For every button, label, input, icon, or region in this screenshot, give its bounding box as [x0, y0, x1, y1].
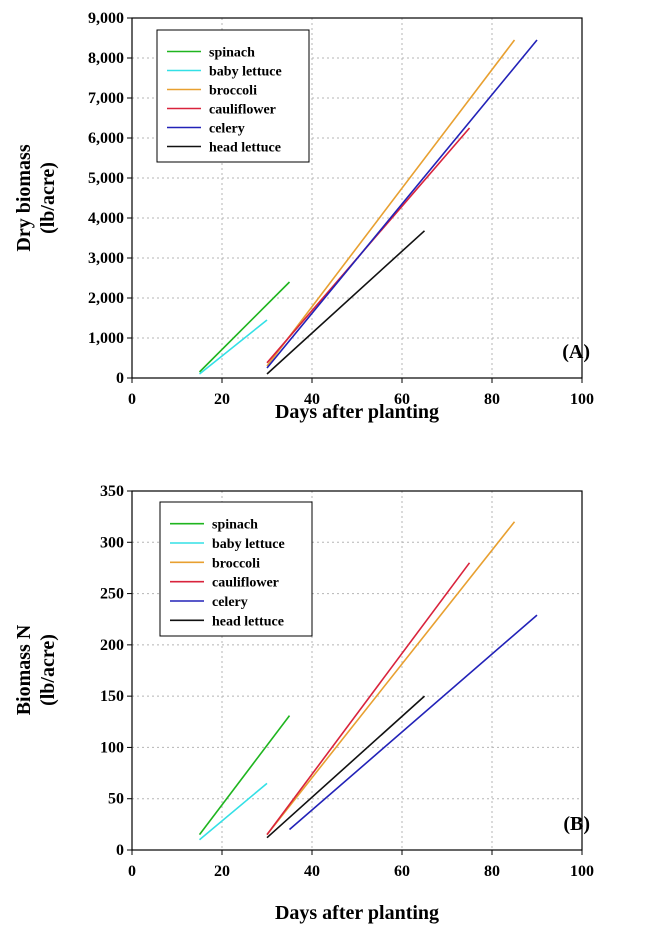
- x-tick-label: 20: [214, 391, 230, 408]
- x-tick-label: 60: [394, 391, 410, 408]
- panel-label: (B): [563, 813, 590, 835]
- panel-label: (A): [562, 341, 590, 363]
- y-tick-label: 9,000: [88, 10, 124, 27]
- y-tick-label: 8,000: [88, 50, 124, 67]
- x-axis-title: Days after planting: [275, 902, 439, 924]
- y-tick-label: 250: [100, 586, 124, 603]
- y-axis-title-line: (lb/acre): [37, 162, 59, 234]
- x-tick-label: 0: [128, 391, 136, 408]
- y-tick-label: 6,000: [88, 130, 124, 147]
- x-tick-label: 40: [304, 863, 320, 880]
- x-tick-label: 0: [128, 863, 136, 880]
- y-tick-label: 4,000: [88, 210, 124, 227]
- y-tick-label: 150: [100, 688, 124, 705]
- plot-frame: [131, 17, 583, 379]
- legend-box: [156, 29, 310, 163]
- x-tick-label: 60: [394, 863, 410, 880]
- legend-label: broccoli: [212, 556, 260, 571]
- y-tick-label: 350: [100, 483, 124, 500]
- series-line-broccoli: [266, 39, 516, 367]
- y-axis-title-line: (lb/acre): [37, 634, 59, 706]
- legend-label: cauliflower: [209, 103, 276, 118]
- series-line-broccoli: [266, 521, 516, 836]
- x-tick-label: 20: [214, 863, 230, 880]
- y-tick-label: 0: [116, 370, 124, 387]
- plot-frame: [131, 490, 583, 851]
- series-line-spinach: [198, 715, 291, 836]
- legend-label: head lettuce: [212, 614, 284, 629]
- series-line-head-lettuce: [266, 230, 426, 375]
- y-tick-label: 0: [116, 842, 124, 859]
- x-axis-title: Days after planting: [275, 401, 439, 423]
- y-tick-label: 1,000: [88, 330, 124, 347]
- series-line-celery: [288, 614, 538, 831]
- series-line-celery: [266, 39, 538, 369]
- legend-label: celery: [209, 122, 245, 137]
- x-tick-label: 100: [570, 863, 594, 880]
- legend-label: baby lettuce: [209, 65, 282, 80]
- chart-panel-b: 0 20 40 60 80 100 0 50 100 150 200 250 300 350 Days af…: [13, 483, 594, 924]
- series-line-head-lettuce: [266, 695, 426, 839]
- x-tick-label: 40: [304, 391, 320, 408]
- y-axis-title: Biomass N (lb/acre): [13, 624, 59, 715]
- y-tick-label: 50: [108, 791, 124, 808]
- y-tick-label: 7,000: [88, 90, 124, 107]
- y-axis-title-line: Dry biomass: [13, 144, 35, 251]
- legend-label: broccoli: [209, 84, 257, 99]
- legend-label: cauliflower: [212, 576, 279, 591]
- legend: spinach baby lettuce broccoli cauliflower ce…: [159, 501, 313, 637]
- y-tick-label: 2,000: [88, 290, 124, 307]
- legend-label: celery: [212, 595, 248, 610]
- legend-label: spinach: [209, 46, 255, 61]
- legend-label: head lettuce: [209, 141, 281, 156]
- series-line-cauliflower: [266, 562, 471, 836]
- y-tick-label: 100: [100, 739, 124, 756]
- series-line-baby-lettuce: [198, 782, 268, 841]
- series-line-baby-lettuce: [199, 319, 268, 375]
- chart-panel-a: 0 20 40 60 80 100 0 1,000 2,000 3,000 4,000 5,000 6,…: [13, 10, 594, 423]
- legend-label: spinach: [212, 518, 258, 533]
- y-axis-title: Dry biomass (lb/acre): [13, 144, 59, 251]
- legend-label: baby lettuce: [212, 537, 285, 552]
- legend: spinach baby lettuce broccoli cauliflower ce…: [156, 29, 310, 163]
- x-tick-label: 100: [570, 391, 594, 408]
- y-tick-label: 5,000: [88, 170, 124, 187]
- x-tick-label: 80: [484, 863, 500, 880]
- y-axis-title-line: Biomass N: [13, 624, 35, 715]
- x-tick-label: 80: [484, 391, 500, 408]
- y-tick-label: 300: [100, 534, 124, 551]
- series-line-spinach: [198, 281, 291, 373]
- y-tick-label: 200: [100, 637, 124, 654]
- y-tick-label: 3,000: [88, 250, 124, 267]
